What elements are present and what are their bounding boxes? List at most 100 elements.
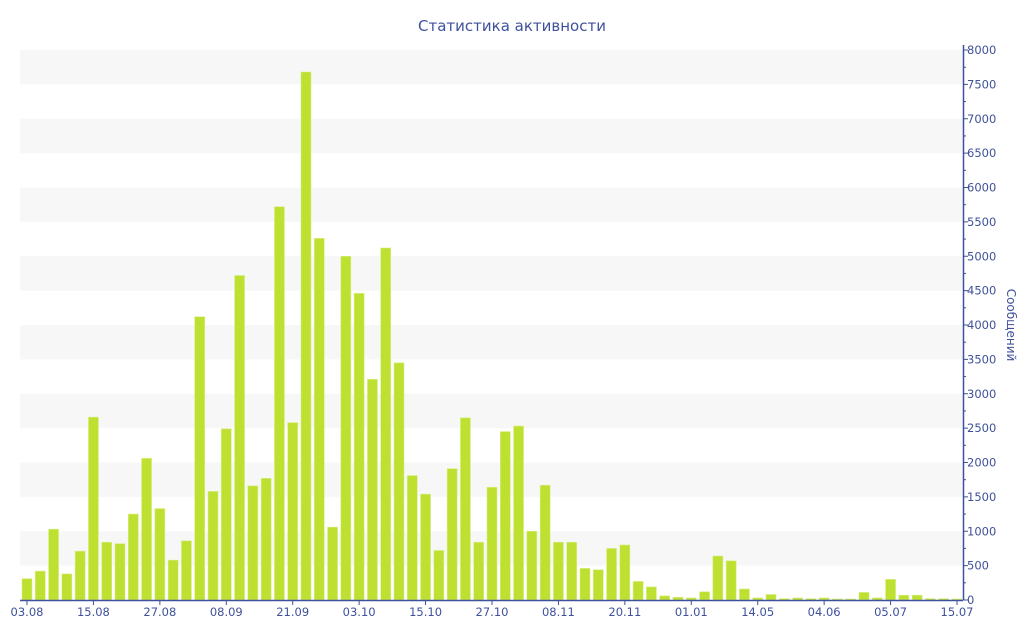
x-tick-label: 15.10: [409, 605, 442, 619]
bar: [885, 579, 896, 601]
y-tick-label: 7000: [967, 112, 996, 126]
grid-band: [20, 50, 963, 85]
y-tick-label: 4500: [967, 284, 996, 298]
y-axis: 0 500 1000 1500 2000 2500 3000 3500 4000 4500 5000…: [962, 43, 996, 607]
x-tick-label: 05.07: [874, 605, 907, 619]
bar: [699, 591, 710, 601]
x-tick-label: 15.07: [941, 605, 974, 619]
bar: [579, 568, 591, 601]
chart-title: Статистика активности: [418, 17, 606, 35]
bar: [646, 586, 657, 601]
bar: [406, 475, 418, 601]
x-tick-label: 21.09: [276, 605, 309, 619]
x-tick-label: 14.05: [741, 605, 774, 619]
x-tick-label: 27.08: [143, 605, 176, 619]
bar: [167, 559, 179, 601]
bar: [792, 597, 803, 601]
bar: [101, 541, 113, 601]
y-tick-label: 2000: [967, 456, 996, 470]
bar: [553, 541, 564, 601]
bar: [592, 569, 604, 601]
bar: [513, 425, 524, 601]
y-tick-label: 3000: [967, 387, 996, 401]
x-tick-label: 20.11: [608, 605, 641, 619]
grid-band: [20, 118, 963, 154]
bar: [818, 597, 830, 601]
bar: [685, 597, 697, 601]
x-tick-label: 08.09: [210, 605, 243, 619]
bar: [858, 592, 870, 601]
bars: [21, 71, 963, 601]
y-tick-label: 7500: [967, 77, 996, 91]
y-tick-label: 5500: [967, 215, 996, 229]
x-tick-label: 03.10: [343, 605, 376, 619]
x-tick-label: 03.08: [11, 605, 44, 619]
bar: [154, 508, 166, 601]
bar: [539, 484, 551, 601]
bar: [340, 255, 352, 601]
y-tick-label: 6000: [967, 181, 996, 195]
bar: [659, 595, 671, 601]
grid-bands: [20, 50, 963, 566]
bar: [606, 548, 617, 601]
bar: [752, 597, 764, 601]
bar: [327, 526, 338, 601]
bar: [871, 597, 883, 601]
x-tick-label: 27.10: [476, 605, 509, 619]
y-tick-label: 2500: [967, 421, 996, 435]
bar: [247, 485, 259, 601]
bar: [632, 581, 644, 601]
bar: [526, 530, 538, 601]
x-tick-label: 01.01: [675, 605, 708, 619]
bar: [88, 416, 99, 601]
y-tick-label: 500: [967, 559, 989, 573]
bar: [473, 541, 485, 601]
bar: [739, 588, 750, 601]
grid-band: [20, 393, 963, 429]
bar: [300, 71, 312, 601]
bar: [127, 513, 139, 601]
bar: [260, 478, 272, 601]
bar: [433, 550, 445, 601]
y-tick-label: 1000: [967, 524, 996, 538]
bar: [420, 493, 431, 601]
bar: [34, 570, 46, 601]
bar: [194, 316, 206, 601]
bar: [207, 491, 219, 601]
y-tick-label: 6500: [967, 146, 996, 160]
bar: [712, 555, 724, 601]
y-axis-label: Сообщений: [1004, 289, 1018, 362]
bar: [181, 540, 192, 601]
bar: [114, 543, 126, 601]
grid-band: [20, 256, 963, 291]
y-tick-label: 5000: [967, 249, 996, 263]
y-tick-label: 3500: [967, 352, 996, 366]
bar: [141, 458, 152, 601]
bar: [380, 247, 392, 601]
bar: [765, 594, 777, 601]
bar: [21, 578, 33, 601]
y-tick-label: 4000: [967, 318, 996, 332]
bar: [911, 594, 923, 601]
grid-band: [20, 187, 963, 222]
bar: [48, 528, 59, 601]
bar: [313, 238, 325, 601]
bar: [220, 428, 232, 601]
bar: [393, 362, 405, 601]
x-tick-label: 15.08: [77, 605, 110, 619]
bar: [234, 275, 245, 601]
bar: [446, 468, 458, 601]
bar: [460, 417, 471, 601]
bar: [725, 560, 737, 601]
y-tick-label: 8000: [967, 43, 996, 57]
bar: [499, 431, 511, 601]
bar: [287, 422, 299, 601]
bar: [898, 594, 910, 601]
bar: [367, 379, 378, 601]
grid-band: [20, 325, 963, 360]
bar: [61, 573, 73, 601]
y-tick-label: 0: [967, 593, 974, 607]
bar: [274, 206, 285, 601]
bar: [672, 596, 684, 601]
